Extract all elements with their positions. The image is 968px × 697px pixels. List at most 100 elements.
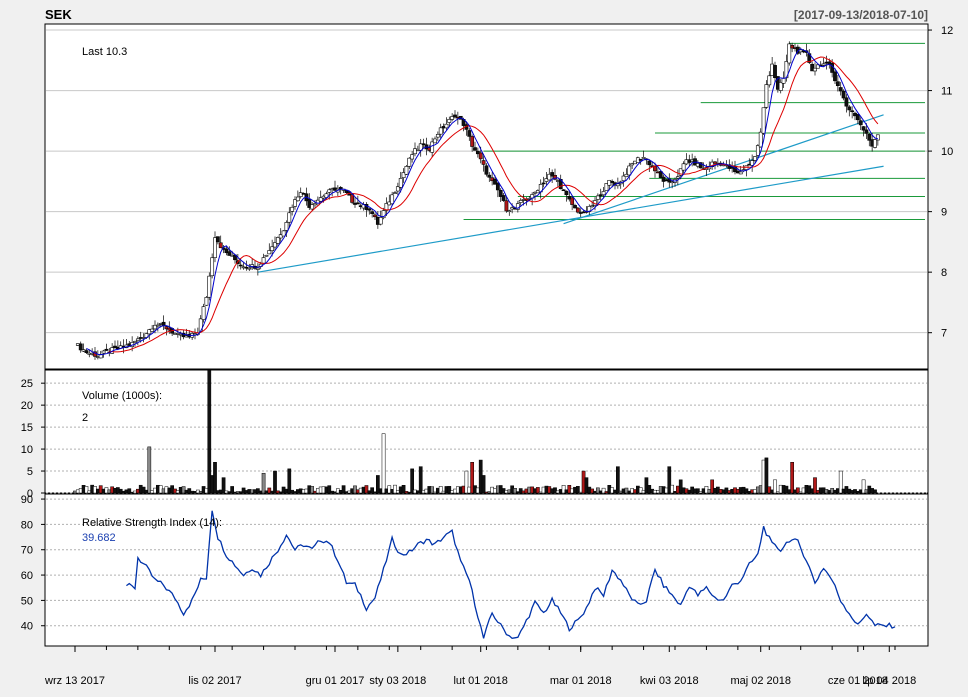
volume-bar: [207, 369, 212, 494]
rsi-line: [126, 510, 896, 639]
trend-line: [563, 114, 884, 225]
x-tick-label: kwi 03 2018: [640, 675, 699, 687]
volume-bar: [513, 488, 517, 494]
volume-tick-label: 0: [27, 488, 33, 500]
volume-bar: [536, 487, 540, 494]
volume-bar: [838, 470, 843, 494]
candle-body: [384, 203, 389, 211]
volume-bar: [127, 488, 132, 494]
candle-body: [778, 82, 783, 91]
candle-body: [858, 120, 863, 126]
volume-tick-label: 20: [21, 400, 33, 412]
trend-line: [257, 165, 884, 273]
candle-body: [758, 131, 763, 148]
candle-body: [547, 173, 552, 181]
candle-body: [761, 107, 766, 134]
candle-body: [681, 163, 686, 171]
volume-bar: [561, 485, 566, 494]
volume-bar: [230, 486, 234, 494]
candle-body: [790, 45, 795, 49]
candle-body: [370, 211, 375, 214]
volume-bar: [84, 486, 89, 494]
candle-body: [815, 64, 820, 69]
price-y-axis: 7 8 9 10 11 12: [928, 25, 953, 340]
date-range-label: [2017-09-13/2018-07-10]: [794, 8, 928, 22]
candle-body: [481, 160, 486, 165]
volume-bar: [364, 485, 369, 494]
volume-bar: [418, 466, 423, 494]
candle-body: [350, 194, 355, 203]
volume-bar: [370, 487, 374, 494]
candle-body: [841, 90, 846, 99]
candle-body: [781, 77, 786, 84]
volume-bar: [670, 484, 674, 494]
x-tick-label: gru 01 2017: [306, 675, 365, 687]
candle-body: [604, 183, 609, 191]
support-resistance-levels: [463, 42, 925, 220]
candle-body: [421, 143, 426, 146]
candle-body: [821, 63, 826, 66]
candle-body: [155, 324, 160, 327]
volume-bar: [861, 479, 866, 494]
volume-bar: [393, 484, 397, 494]
candle-body: [470, 136, 475, 147]
candle-body: [864, 129, 869, 134]
volume-bar: [376, 475, 380, 494]
candle-body: [624, 173, 629, 177]
price-tick-label: 8: [941, 267, 947, 279]
rsi-tick-label: 40: [21, 621, 33, 633]
volume-bar: [696, 488, 700, 494]
rsi-line-group: [126, 510, 896, 639]
candle-body: [435, 134, 440, 138]
candle-body: [595, 195, 600, 200]
volume-bar: [596, 487, 600, 494]
candle-body: [224, 248, 229, 254]
candle-body: [290, 206, 295, 212]
volume-bar: [667, 466, 672, 494]
candle-body: [438, 127, 443, 135]
candle-body: [293, 199, 297, 207]
candle-body: [867, 133, 872, 141]
candle-body: [244, 266, 249, 269]
candle-body: [875, 134, 880, 141]
volume-bar: [616, 466, 620, 494]
candle-body: [507, 210, 512, 212]
candle-body: [413, 148, 417, 155]
volume-bar: [310, 486, 314, 494]
x-tick-label: lis 02 2017: [188, 675, 241, 687]
candle-body: [750, 160, 755, 166]
candle-body: [378, 217, 383, 225]
candle-body: [287, 212, 292, 223]
candle-body: [275, 237, 280, 244]
volume-bar: [447, 486, 452, 494]
candle-body: [267, 250, 272, 255]
price-tick-label: 10: [941, 146, 953, 158]
volume-bar: [213, 462, 217, 494]
x-tick-label: lut 01 2018: [453, 675, 507, 687]
volume-last-value: 2: [82, 412, 88, 424]
x-tick-label: cze 01 2018: [828, 675, 888, 687]
volume-label: Volume (1000s):: [82, 390, 162, 402]
volume-bar: [576, 486, 580, 494]
candle-body: [621, 175, 626, 182]
candle-body: [181, 332, 186, 338]
volume-bar: [553, 487, 557, 494]
candle-body: [475, 150, 480, 155]
candle-body: [210, 257, 215, 277]
candle-body: [444, 123, 449, 129]
candle-body: [141, 337, 146, 339]
candle-body: [601, 191, 606, 196]
candle-body: [630, 163, 635, 166]
chart-title: SEK: [45, 7, 72, 22]
volume-bar: [341, 485, 346, 494]
candle-body: [218, 242, 223, 249]
candle-body: [575, 207, 580, 213]
candle-body: [755, 145, 760, 156]
rsi-tick-label: 50: [21, 595, 33, 607]
candle-body: [855, 114, 860, 121]
candle-body: [104, 348, 109, 351]
volume-bar: [873, 489, 877, 494]
candle-body: [564, 190, 569, 196]
candle-body: [833, 71, 837, 82]
